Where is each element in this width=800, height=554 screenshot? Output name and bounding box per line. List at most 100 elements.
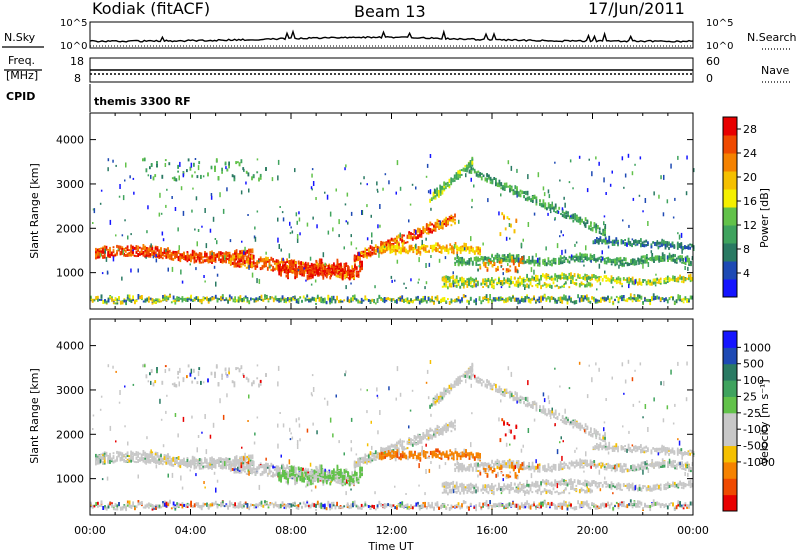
echo-cell (125, 299, 127, 304)
echo-cell (554, 211, 557, 214)
echo-cell (204, 297, 207, 300)
echo-cell (456, 254, 458, 259)
echo-cell (198, 258, 201, 263)
echo-cell (292, 263, 295, 266)
echo-cell (582, 275, 585, 280)
echo-cell (673, 300, 676, 303)
echo-cell (245, 266, 248, 269)
echo-cell (503, 187, 506, 191)
echo-cell (360, 182, 362, 185)
echo-cell (245, 259, 248, 264)
echo-cell (491, 265, 494, 268)
echo-cell (677, 232, 679, 235)
echo-cell (508, 285, 511, 288)
echo-cell (507, 263, 509, 266)
echo-cell (348, 270, 351, 273)
echo-cell (188, 460, 190, 465)
echo-cell (98, 248, 101, 251)
echo-cell (306, 298, 309, 301)
echo-cell (657, 246, 660, 250)
echo-cell (675, 261, 678, 264)
echo-cell (656, 281, 659, 284)
echo-cell (457, 283, 460, 287)
echo-cell (179, 255, 182, 258)
echo-cell (561, 299, 564, 304)
echo-cell (647, 262, 650, 267)
echo-cell (359, 251, 361, 254)
echo-cell (663, 256, 666, 259)
echo-cell (453, 174, 456, 179)
echo-cell (628, 282, 630, 286)
echo-cell (489, 298, 491, 301)
echo-cell (609, 260, 611, 263)
echo-cell (601, 278, 604, 281)
echo-cell (142, 244, 145, 248)
echo-cell (419, 252, 422, 256)
echo-cell (119, 300, 122, 305)
echo-cell (162, 295, 164, 299)
echo-cell (522, 278, 525, 282)
echo-cell (533, 212, 536, 216)
echo-cell (510, 223, 512, 228)
echo-cell (466, 261, 469, 265)
echo-cell (168, 256, 171, 259)
echo-cell (457, 296, 460, 300)
echo-cell (303, 269, 306, 273)
echo-cell (489, 181, 492, 184)
echo-cell (128, 458, 131, 460)
echo-cell (437, 242, 439, 247)
echo-cell (561, 210, 564, 214)
echo-cell (594, 275, 597, 280)
echo-cell (130, 244, 132, 249)
echo-cell (149, 459, 152, 463)
nave-tick-top: 60 (706, 55, 720, 68)
echo-cell (156, 255, 159, 258)
echo-cell (647, 243, 649, 246)
echo-cell (436, 218, 439, 223)
echo-cell (452, 178, 454, 183)
echo-cell (664, 243, 667, 248)
echo-cell (543, 282, 546, 285)
echo-cell (543, 192, 546, 197)
echo-cell (605, 260, 608, 265)
echo-cell (582, 259, 585, 263)
echo-cell (350, 273, 353, 277)
echo-cell (400, 250, 402, 255)
echo-cell (177, 297, 180, 300)
echo-cell (182, 173, 185, 178)
echo-cell (554, 300, 557, 304)
echo-cell (501, 212, 504, 216)
echo-cell (601, 297, 604, 300)
echo-cell (554, 262, 557, 264)
echo-cell (561, 257, 564, 260)
echo-cell (479, 248, 481, 253)
echo-cell (410, 235, 412, 240)
echo-cell (322, 298, 324, 302)
echo-cell (305, 279, 307, 282)
echo-cell (160, 457, 162, 462)
echo-cell (566, 301, 569, 305)
echo-cell (642, 301, 644, 304)
echo-cell (649, 279, 652, 283)
echo-cell (661, 242, 663, 247)
echo-cell (450, 177, 453, 182)
echo-cell (482, 286, 484, 288)
echo-cell (121, 301, 124, 305)
echo-cell (472, 167, 474, 171)
echo-cell (107, 167, 109, 172)
echo-cell (430, 255, 432, 258)
echo-cell (256, 210, 259, 213)
echo-cell (429, 244, 432, 248)
echo-cell (392, 238, 395, 241)
echo-cell (445, 249, 448, 252)
echo-cell (473, 250, 476, 255)
echo-cell (466, 246, 469, 250)
echo-cell (273, 261, 276, 265)
echo-cell (306, 274, 309, 278)
nsearch-tick-top: 10^5 (706, 18, 733, 29)
echo-cell (126, 460, 129, 462)
echo-cell (197, 298, 200, 302)
echo-cell (566, 258, 569, 263)
echo-cell (439, 193, 442, 196)
